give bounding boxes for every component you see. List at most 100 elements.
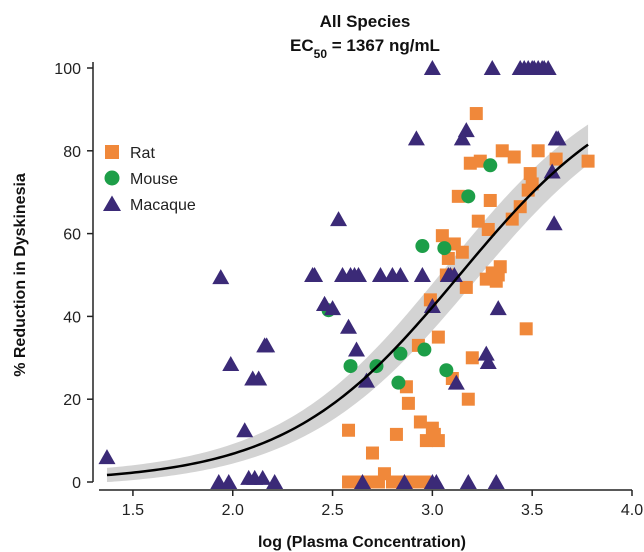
rat-point <box>461 392 475 406</box>
legend-marker <box>105 145 119 159</box>
macaque-point <box>407 130 425 146</box>
rat-point <box>523 167 537 181</box>
macaque-point <box>254 469 272 485</box>
y-tick-label: 20 <box>63 392 81 409</box>
mouse-point <box>461 189 476 204</box>
rat-point <box>507 150 521 164</box>
plot-area <box>98 60 595 489</box>
macaque-point <box>539 60 557 75</box>
rat-point <box>463 156 477 170</box>
subtitle-subscript: 50 <box>314 47 328 61</box>
rat-point <box>493 260 507 274</box>
macaque-point <box>447 374 465 390</box>
rat-point <box>407 475 421 489</box>
macaque-point <box>423 60 441 75</box>
mouse-point <box>483 158 498 173</box>
rat-point <box>342 475 356 489</box>
x-tick-label: 3.0 <box>421 502 443 519</box>
macaque-point <box>354 474 371 489</box>
macaque-point <box>236 422 254 438</box>
macaque-point <box>413 267 431 282</box>
macaque-point <box>348 341 366 357</box>
macaque-point <box>445 267 463 282</box>
x-axis-title: log (Plasma Concentration) <box>258 534 466 551</box>
rat-point <box>531 144 545 158</box>
rat-point <box>549 152 563 166</box>
macaque-point <box>483 60 501 75</box>
rat-point <box>365 446 379 460</box>
x-tick-label: 1.5 <box>122 502 144 519</box>
rat-point <box>342 423 356 437</box>
series-macaque <box>98 60 567 489</box>
chart-title: All Species <box>320 12 411 31</box>
macaque-point <box>212 269 230 285</box>
mouse-point <box>393 346 408 361</box>
macaque-point <box>222 356 240 372</box>
rat-point <box>451 189 465 203</box>
rat-point <box>481 222 495 236</box>
macaque-point <box>350 267 368 282</box>
mouse-point <box>437 241 452 256</box>
macaque-point <box>340 318 358 334</box>
macaque-point <box>487 474 505 489</box>
macaque-point <box>545 215 563 231</box>
chart-subtitle: EC50 = 1367 ng/mL <box>290 36 440 61</box>
macaque-point <box>258 337 276 353</box>
legend-item-macaque: Macaque <box>103 195 196 214</box>
rat-point <box>431 330 445 344</box>
legend-label: Macaque <box>130 197 196 214</box>
rat-point <box>469 107 483 121</box>
macaque-point <box>479 353 497 369</box>
y-tick-label: 0 <box>72 475 81 492</box>
macaque-point <box>391 267 409 282</box>
mouse-point <box>417 342 432 357</box>
macaque-point <box>477 345 495 361</box>
rat-point <box>413 415 427 429</box>
x-tick-label: 2.0 <box>222 502 244 519</box>
macaque-point <box>489 300 507 316</box>
y-tick-label: 100 <box>54 61 81 78</box>
rat-point <box>465 351 479 365</box>
axes: 0 20 40 60 80 100 1.5 2.0 2.5 3.0 3.5 4.0 <box>54 61 643 519</box>
y-tick-label: 60 <box>63 227 81 244</box>
rat-point <box>471 214 485 228</box>
x-tick-label: 3.5 <box>521 502 543 519</box>
subtitle-suffix: = 1367 ng/mL <box>327 36 440 55</box>
macaque-point <box>330 211 348 227</box>
rat-point <box>401 396 415 410</box>
mouse-point <box>343 359 358 374</box>
fit-curve <box>106 143 589 477</box>
macaque-point <box>357 372 375 388</box>
legend-marker <box>103 195 121 211</box>
macaque-point <box>220 474 238 489</box>
rat-point <box>581 154 595 168</box>
y-axis-title: % Reduction in Dyskinesia <box>12 173 29 377</box>
rat-point <box>385 475 399 489</box>
macaque-point <box>98 449 116 465</box>
macaque-point <box>549 130 567 146</box>
macaque-point <box>306 267 324 282</box>
legend-item-mouse: Mouse <box>104 170 178 188</box>
y-tick-label: 40 <box>63 309 81 326</box>
macaque-point <box>324 300 342 316</box>
rat-point <box>525 177 539 191</box>
mouse-point <box>391 375 406 390</box>
macaque-point <box>453 130 471 146</box>
mouse-point <box>415 239 430 254</box>
macaque-point <box>250 370 268 386</box>
y-tick-label: 80 <box>63 144 81 161</box>
legend-label: Rat <box>130 145 155 162</box>
rat-point <box>441 251 455 265</box>
x-tick-label: 4.0 <box>621 502 643 519</box>
rat-point <box>431 434 445 448</box>
x-tick-label: 2.5 <box>321 502 343 519</box>
rat-point <box>519 322 533 336</box>
rat-point <box>459 280 473 294</box>
legend-item-rat: Rat <box>105 145 155 162</box>
rat-point <box>483 193 497 207</box>
rat-point <box>389 427 403 441</box>
mouse-point <box>439 363 454 378</box>
macaque-point <box>543 163 561 179</box>
rat-point <box>495 144 509 158</box>
